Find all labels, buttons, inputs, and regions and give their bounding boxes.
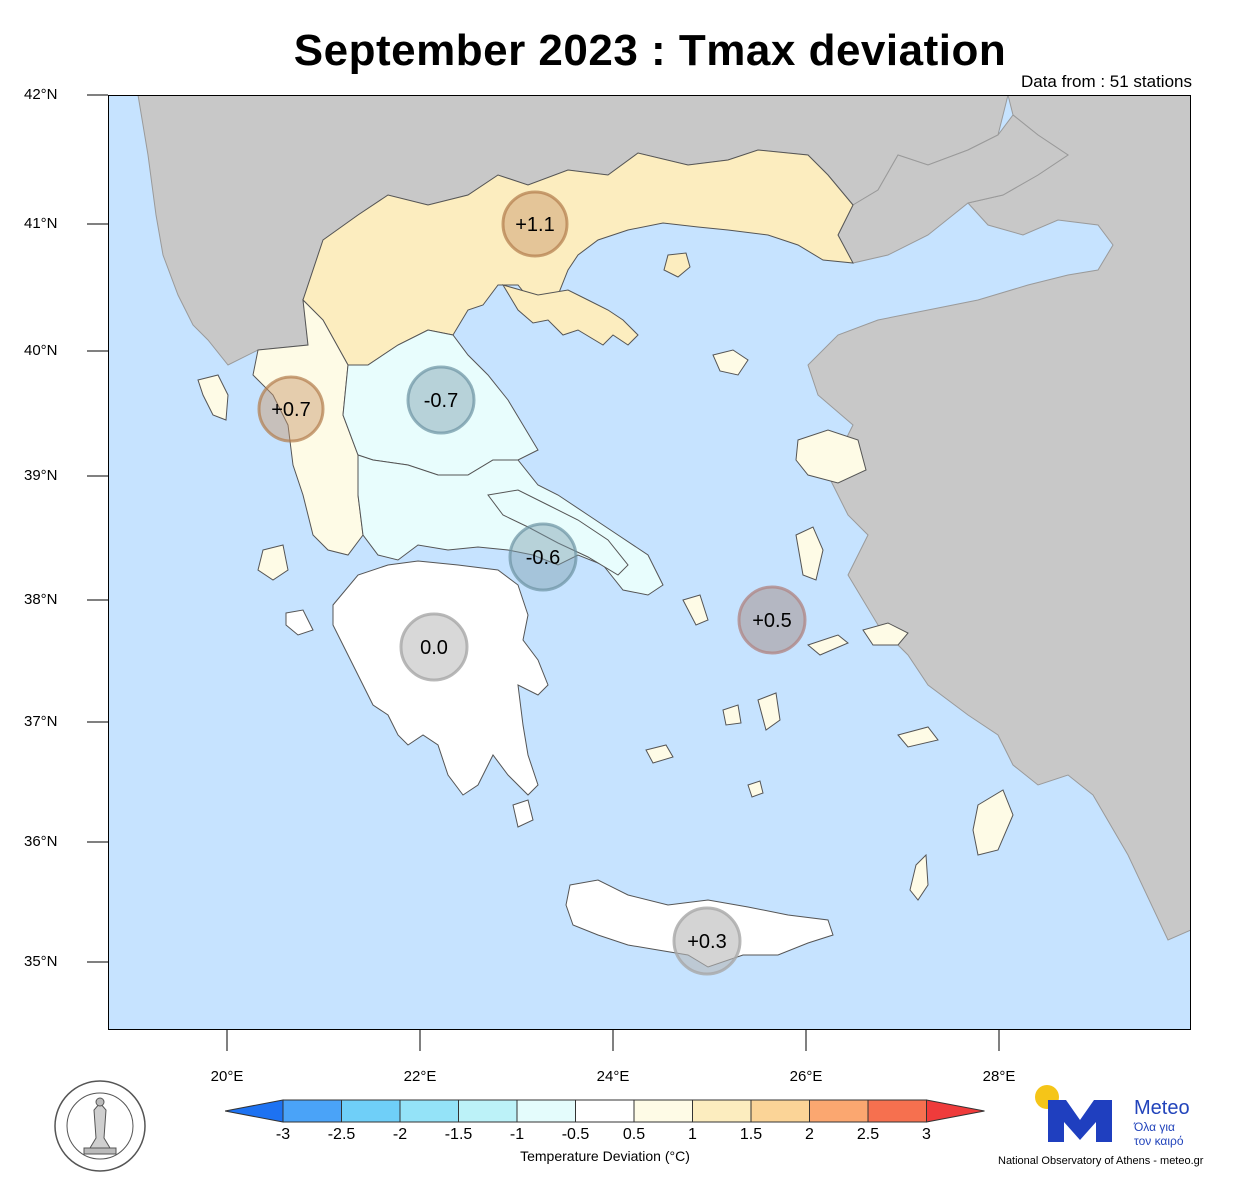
island-kythira xyxy=(512,799,534,828)
colorbar-tick-label: 2.5 xyxy=(856,1126,880,1143)
meteo-logo-icon xyxy=(1035,1085,1112,1142)
colorbar-tick-label: -2.5 xyxy=(327,1126,356,1143)
region-marker-central-greece: -0.6 xyxy=(508,522,578,592)
island-corfu xyxy=(197,374,229,421)
map-panel: +1.1 +0.7 -0.7 -0.6 0.0 +0.5 +0.3 xyxy=(108,95,1191,1030)
colorbar-tick-label: 3 xyxy=(922,1126,931,1143)
land-turkey xyxy=(807,95,1191,941)
colorbar-tick-label: -1.5 xyxy=(444,1126,473,1143)
region-marker-thessaly: -0.7 xyxy=(406,365,476,435)
region-marker-epirus: +0.7 xyxy=(257,375,325,443)
region-marker-macedonia-thrace: +1.1 xyxy=(501,190,569,258)
region-epirus xyxy=(252,298,364,556)
colorbar-tick-label: 0.5 xyxy=(622,1126,646,1143)
island-thasos xyxy=(663,252,691,278)
colorbar-cell xyxy=(399,1099,459,1123)
colorbar-cell xyxy=(867,1099,927,1123)
lat-label-38n: 38°N xyxy=(24,591,58,608)
svg-text:+1.1: +1.1 xyxy=(515,214,554,236)
colorbar-cell xyxy=(750,1099,810,1123)
region-marker-crete: +0.3 xyxy=(672,906,742,976)
colorbar-cell xyxy=(516,1099,576,1123)
colorbar-title: Temperature Deviation (°C) xyxy=(520,1148,690,1164)
island-samos xyxy=(862,622,909,646)
colorbar-tick-label: -3 xyxy=(275,1126,291,1143)
colorbar-tick-label: 2 xyxy=(805,1126,814,1143)
island-chios xyxy=(795,526,824,581)
credit-line: National Observatory of Athens - meteo.g… xyxy=(998,1155,1204,1167)
lon-label-26e: 26°E xyxy=(789,1068,823,1085)
stations-count: Data from : 51 stations xyxy=(1020,72,1192,91)
svg-text:0.0: 0.0 xyxy=(420,637,448,659)
island-paros xyxy=(722,704,742,726)
map-title: September 2023 : Tmax deviation xyxy=(293,26,1007,75)
colorbar-tick-label: -1 xyxy=(509,1126,525,1143)
lat-label-42n: 42°N xyxy=(24,86,58,103)
island-santorini xyxy=(747,780,764,798)
island-zakynthos xyxy=(285,609,314,636)
island-karpathos xyxy=(909,853,929,901)
lat-label-41n: 41°N xyxy=(24,215,58,232)
region-marker-peloponnese: 0.0 xyxy=(399,612,469,682)
observatory-seal xyxy=(54,1080,146,1172)
lat-label-35n: 35°N xyxy=(24,953,58,970)
colorbar-cell xyxy=(225,1099,284,1123)
svg-text:+0.3: +0.3 xyxy=(687,931,726,953)
colorbar-cell xyxy=(458,1099,518,1123)
island-rhodes xyxy=(972,789,1014,856)
island-evia xyxy=(487,489,629,576)
svg-text:+0.5: +0.5 xyxy=(752,610,791,632)
lat-label-37n: 37°N xyxy=(24,713,58,730)
island-milos xyxy=(645,744,674,764)
meteo-logo-tagline-2: τον καιρό xyxy=(1134,1134,1184,1148)
colorbar-cell xyxy=(575,1099,635,1123)
island-naxos xyxy=(757,692,781,731)
colorbar xyxy=(225,1099,985,1123)
lon-label-22e: 22°E xyxy=(403,1068,437,1085)
meteo-logo-word: Meteo xyxy=(1134,1097,1190,1119)
colorbar-cell xyxy=(633,1099,693,1123)
colorbar-tick-label: 1.5 xyxy=(739,1126,763,1143)
lon-label-28e: 28°E xyxy=(982,1068,1016,1085)
colorbar-cell xyxy=(692,1099,752,1123)
lat-label-40n: 40°N xyxy=(24,342,58,359)
colorbar-cell xyxy=(809,1099,869,1123)
colorbar-tick-label: -2 xyxy=(392,1126,408,1143)
island-kefalonia xyxy=(257,544,289,581)
region-central-greece xyxy=(357,454,664,596)
region-marker-aegean: +0.5 xyxy=(737,585,807,655)
land-east-thrace xyxy=(837,114,1069,264)
region-chalkidiki xyxy=(501,284,639,346)
colorbar-cell xyxy=(341,1099,401,1123)
island-lemnos xyxy=(712,349,749,376)
colorbar-tick-label: 1 xyxy=(688,1126,697,1143)
colorbar-cell xyxy=(926,1099,985,1123)
lat-label-36n: 36°N xyxy=(24,833,58,850)
island-lesvos xyxy=(795,429,867,484)
island-andros xyxy=(682,594,709,626)
map-svg: +1.1 +0.7 -0.7 -0.6 0.0 +0.5 +0.3 xyxy=(108,95,1191,1030)
island-kos xyxy=(897,726,939,748)
lon-label-20e: 20°E xyxy=(210,1068,244,1085)
island-ikaria xyxy=(806,634,849,656)
svg-text:+0.7: +0.7 xyxy=(271,399,310,421)
svg-text:-0.7: -0.7 xyxy=(424,390,458,412)
colorbar-cell xyxy=(282,1099,342,1123)
colorbar-tick-label: -0.5 xyxy=(561,1126,590,1143)
map-border xyxy=(108,95,1191,1030)
lat-label-39n: 39°N xyxy=(24,467,58,484)
lon-label-24e: 24°E xyxy=(596,1068,630,1085)
svg-text:-0.6: -0.6 xyxy=(526,547,560,569)
meteo-logo-tagline-1: Όλα για xyxy=(1134,1120,1175,1134)
